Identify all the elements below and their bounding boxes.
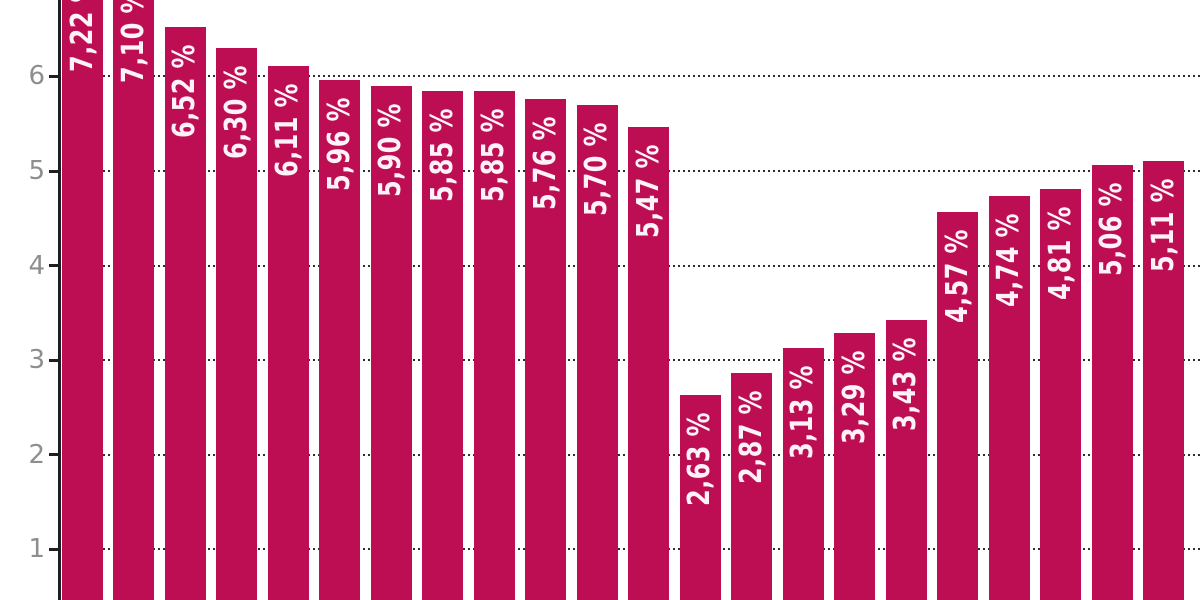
- bar-value-label: 4,74 %: [991, 212, 1027, 307]
- bar: 5,47 %: [628, 126, 670, 600]
- bar: 4,74 %: [988, 195, 1030, 600]
- bar-value-label: 2,87 %: [733, 389, 769, 484]
- bar-value-label: 4,57 %: [939, 228, 975, 323]
- y-axis-tick: [49, 169, 61, 173]
- bar-value-label: 6,11 %: [270, 82, 306, 178]
- y-axis-label: 4: [28, 250, 45, 281]
- bar-value-label: 5,70 %: [579, 121, 615, 216]
- bar: 5,76 %: [525, 99, 567, 600]
- bar: 5,70 %: [576, 104, 618, 600]
- bar: 3,29 %: [834, 332, 876, 600]
- bar: 5,11 %: [1143, 160, 1185, 600]
- bar: 2,63 %: [679, 395, 721, 600]
- y-axis-tick: [49, 264, 61, 268]
- bar: 7,22 %: [62, 0, 103, 600]
- bar-value-label: 3,43 %: [888, 336, 924, 431]
- bar-value-label: 3,29 %: [836, 349, 872, 444]
- bar-value-label: 5,85 %: [424, 107, 460, 202]
- bar: 5,96 %: [319, 80, 361, 600]
- bar-value-label: 5,47 %: [630, 143, 666, 238]
- bar-value-label: 5,96 %: [321, 97, 357, 192]
- bar: 3,13 %: [782, 347, 824, 600]
- y-axis-label: 5: [28, 156, 45, 186]
- bar-value-label: 7,10 %: [115, 0, 151, 84]
- bar-value-label: 6,30 %: [218, 65, 254, 160]
- bar: 5,90 %: [370, 85, 412, 600]
- bar: 5,85 %: [473, 90, 515, 600]
- bar: 2,87 %: [731, 372, 773, 600]
- bar-value-label: 4,81 %: [1042, 205, 1078, 300]
- y-axis-tick: [49, 358, 61, 362]
- bar-value-label: 2,63 %: [682, 412, 718, 507]
- bar: 5,06 %: [1091, 165, 1133, 600]
- bar-value-label: 5,76 %: [527, 116, 563, 211]
- y-axis-tick: [49, 453, 61, 457]
- bar: 5,85 %: [422, 90, 464, 600]
- y-axis-label: 3: [28, 345, 45, 376]
- y-axis-label: 1: [28, 534, 45, 565]
- y-axis-label: 2: [28, 439, 45, 470]
- bar-value-label: 5,90 %: [373, 102, 409, 197]
- bar: 6,30 %: [216, 48, 258, 600]
- bar: 7,10 %: [113, 0, 155, 600]
- bar-value-label: 5,11 %: [1145, 177, 1181, 272]
- bar: 4,57 %: [937, 211, 979, 600]
- bar-value-label: 3,13 %: [785, 364, 821, 459]
- bar: 6,11 %: [267, 66, 309, 600]
- y-axis-tick: [49, 547, 61, 551]
- bar: 4,81 %: [1040, 188, 1082, 600]
- bar: 3,43 %: [885, 319, 927, 600]
- bar-value-label: 5,06 %: [1094, 182, 1130, 277]
- y-axis-line: [58, 0, 61, 600]
- bar-value-label: 5,85 %: [476, 107, 512, 202]
- bar: 6,52 %: [164, 27, 206, 600]
- gridline: [58, 75, 1200, 78]
- y-axis-label: 6: [28, 61, 45, 92]
- bar-value-label: 6,52 %: [167, 44, 203, 139]
- bar-value-label: 7,22 %: [64, 0, 100, 73]
- y-axis-tick: [49, 74, 61, 78]
